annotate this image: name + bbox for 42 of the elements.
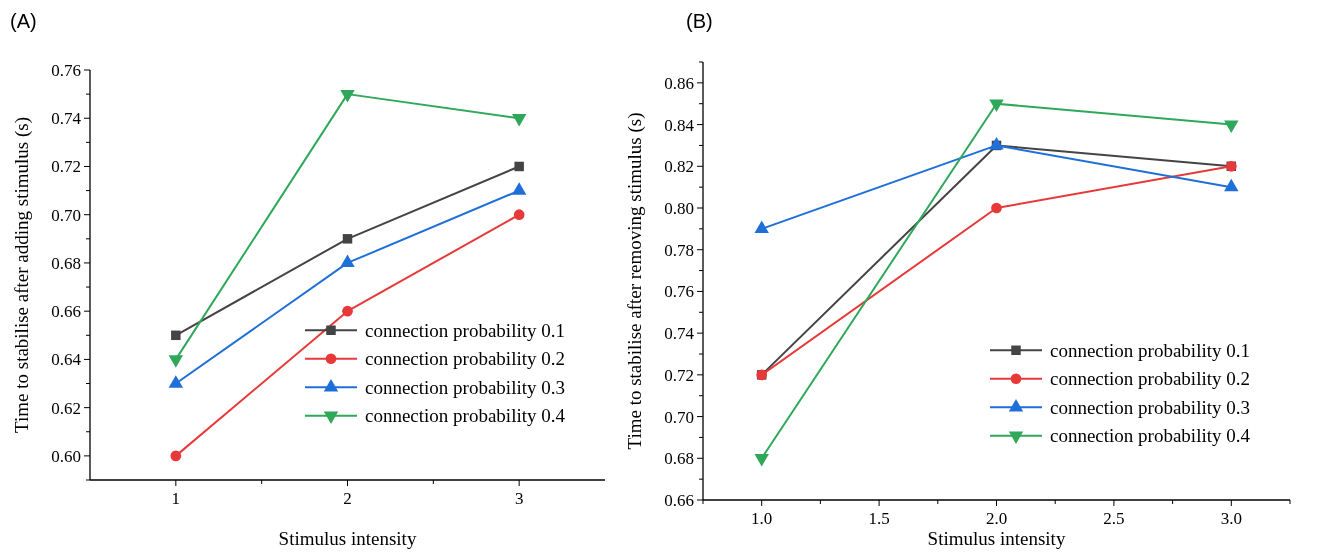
y-tick-label: 0.80 [664, 198, 694, 218]
x-tick-label: 2.5 [1103, 509, 1125, 528]
y-tick-label: 0.68 [51, 253, 81, 273]
y-tick-label: 0.74 [51, 109, 82, 129]
legend-label: connection probability 0.3 [1050, 396, 1250, 418]
y-tick-label: 0.72 [51, 157, 81, 177]
y-tick-label: 0.82 [664, 157, 694, 177]
y-tick-label: 0.66 [51, 302, 81, 322]
x-tick-label: 1.0 [751, 509, 773, 528]
chart-title: (A) [10, 10, 37, 32]
x-tick-label: 2.0 [985, 509, 1008, 528]
x-tick-label: 3.0 [1220, 509, 1242, 528]
legend-label: connection probability 0.2 [1050, 368, 1250, 390]
y-tick-label: 0.74 [664, 324, 695, 344]
y-tick-label: 0.70 [51, 205, 81, 225]
y-tick-label: 0.76 [51, 60, 81, 80]
x-axis-title: Stimulus intensity [278, 528, 417, 549]
legend-label: connection probability 0.2 [365, 348, 565, 370]
y-tick-label: 0.68 [664, 449, 694, 469]
y-tick-label: 0.78 [664, 240, 694, 260]
chart-title: (B) [686, 10, 713, 32]
x-tick-label: 3 [514, 489, 524, 508]
legend-label: connection probability 0.1 [365, 319, 565, 341]
y-tick-label: 0.72 [664, 365, 694, 385]
y-tick-label: 0.62 [51, 398, 81, 418]
x-tick-label: 1 [171, 489, 181, 508]
y-tick-label: 0.64 [51, 350, 82, 370]
legend-label: connection probability 0.1 [1050, 339, 1250, 361]
legend-label: connection probability 0.4 [365, 405, 566, 427]
y-tick-label: 0.66 [664, 490, 694, 510]
text: 0.60 [51, 446, 81, 466]
x-tick-label: 1.5 [868, 509, 890, 528]
x-tick-label: 2 [343, 489, 352, 508]
y-axis-title: Time to stabilise after adding stimulus (s) [11, 117, 33, 433]
y-tick-label: 0.76 [664, 282, 694, 302]
y-tick-label: 0.84 [664, 115, 695, 135]
y-axis-title: Time to stabilise after removing stimulus (s) [624, 112, 646, 450]
y-tick-label: 0.86 [664, 73, 694, 93]
legend-label: connection probability 0.3 [365, 376, 565, 398]
x-axis-title: Stimulus intensity [927, 528, 1066, 549]
y-tick-label: 0.70 [664, 407, 694, 427]
legend-label: connection probability 0.4 [1050, 425, 1251, 447]
